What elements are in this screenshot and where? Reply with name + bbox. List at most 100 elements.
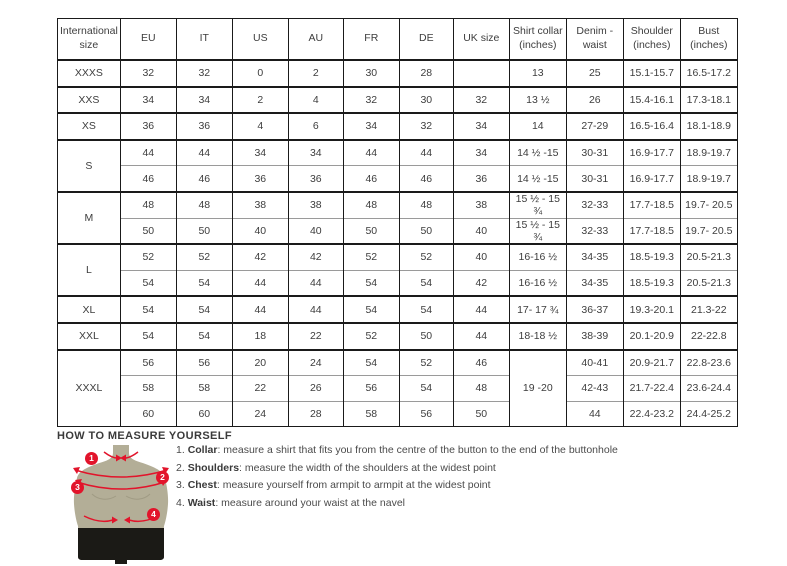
table-row: XXS 34 34 2 4 32 30 32 13 ½ 26 15.4-16.1 17.3-18.1 xyxy=(57,85,738,114)
table-cell: 19.7- 20.5 xyxy=(679,190,738,219)
table-cell: 42 xyxy=(231,243,289,271)
table-cell: 15.4-16.1 xyxy=(622,85,681,114)
table-cell: 28 xyxy=(398,59,454,87)
table-cell: 17.7-18.5 xyxy=(622,217,681,245)
table-cell: 36-37 xyxy=(565,295,624,323)
table-cell: 52 xyxy=(342,243,400,271)
table-cell: 24 xyxy=(287,348,344,376)
step-number: 1. xyxy=(176,444,185,456)
table-cell: 54 xyxy=(342,295,400,323)
table-cell: 42 xyxy=(287,243,344,271)
table-cell: 50 xyxy=(452,400,510,427)
table-cell: 20.1-20.9 xyxy=(622,321,681,350)
table-cell: 0 xyxy=(231,59,289,87)
table-cell: 42 xyxy=(452,269,510,297)
table-cell: 34 xyxy=(119,85,177,114)
size-label-cell: XXS xyxy=(57,85,121,114)
table-cell: 46 xyxy=(119,165,177,192)
table-cell: 54 xyxy=(119,295,177,323)
table-cell: 17.7-18.5 xyxy=(622,190,681,219)
table-cell: 30-31 xyxy=(565,165,624,192)
table-cell: 56 xyxy=(175,348,233,376)
step-text: : measure around your waist at the navel xyxy=(215,496,405,509)
column-header: AU xyxy=(287,18,344,61)
table-cell: 24 xyxy=(231,400,289,427)
table-cell: 34 xyxy=(287,138,344,166)
table-cell: 16-16 ½ xyxy=(508,269,567,297)
table-cell: 34 xyxy=(452,138,510,166)
table-cell: 30-31 xyxy=(565,138,624,166)
table-row: 50 50 40 40 50 50 40 15 ½ - 15 ¾ 32-33 17.7-18.5 1… xyxy=(58,217,738,245)
table-cell: 44 xyxy=(452,295,510,323)
table-cell: 14 xyxy=(508,112,567,140)
step-number: 2. xyxy=(176,461,185,474)
table-cell: 56 xyxy=(398,400,454,427)
table-cell: 14 ½ -15 xyxy=(508,138,567,166)
table-cell: 16.5-17.2 xyxy=(679,59,738,87)
table-cell: 60 xyxy=(119,400,177,427)
table-row: XXXS 32 32 0 2 30 28 13 25 15.1-15.7 16.5-17.2 xyxy=(57,59,738,87)
table-cell xyxy=(452,59,510,87)
table-cell: 54 xyxy=(175,321,233,350)
measure-section-title: HOW TO MEASURE YOURSELF xyxy=(57,430,233,442)
table-cell: 44 xyxy=(452,321,510,350)
column-header: Shirt collar (inches) xyxy=(508,18,567,61)
size-label-cell: S xyxy=(57,138,121,192)
step-number: 3. xyxy=(176,479,185,491)
table-cell: 36 xyxy=(452,165,510,192)
size-label-cell: L xyxy=(57,243,121,297)
table-cell: 42-43 xyxy=(565,375,624,402)
table-cell: 32-33 xyxy=(565,190,624,219)
table-cell: 6 xyxy=(287,112,344,140)
table-row: S 44 44 34 34 44 44 34 14 ½ -15 30-31 16.9-17.7 18.… xyxy=(57,138,738,192)
column-header: IT xyxy=(175,18,233,61)
table-row: M 48 48 38 38 48 48 38 15 ½ - 15 ¾ 32-33 17.7-18.5… xyxy=(57,190,738,245)
table-cell: 17- 17 ¾ xyxy=(508,295,567,323)
table-cell: 21.3-22 xyxy=(679,295,738,323)
size-label-cell: M xyxy=(57,190,121,245)
step-text: : measure yourself from armpit to armpit… xyxy=(216,479,491,491)
table-cell: 40-41 xyxy=(565,348,624,376)
table-cell: 16.5-16.4 xyxy=(622,112,681,140)
measure-step-chest: 3. Chest: measure yourself from armpit t… xyxy=(176,479,618,491)
figure-marker-3: 3 xyxy=(71,481,84,494)
table-cell: 34-35 xyxy=(565,243,624,271)
table-row: 60 60 24 28 58 56 50 44 22.4-23.2 24.4-25.2 xyxy=(58,400,738,427)
table-cell: 15.1-15.7 xyxy=(622,59,681,87)
table-cell: 38 xyxy=(452,190,510,219)
measure-step-shoulders: 2. Shoulders: measure the width of the s… xyxy=(176,462,618,474)
table-header: International size EU IT US AU FR DE UK size Shi… xyxy=(57,18,738,61)
table-cell: 4 xyxy=(287,85,344,114)
table-cell: 16.9-17.7 xyxy=(622,165,681,192)
table-cell: 36 xyxy=(231,165,289,192)
table-cell: 22.4-23.2 xyxy=(622,400,681,427)
column-header: International size xyxy=(57,18,121,61)
table-cell: 50 xyxy=(398,321,454,350)
table-cell: 48 xyxy=(342,190,400,219)
column-header: DE xyxy=(398,18,454,61)
table-row: XXXL 56 56 20 24 54 52 46 19 -20 40-41 20.9-21.7 22… xyxy=(57,348,738,427)
table-cell: 28 xyxy=(287,400,344,427)
table-cell: 50 xyxy=(175,217,233,245)
table-cell: 19.7- 20.5 xyxy=(679,217,738,245)
table-cell: 19.3-20.1 xyxy=(622,295,681,323)
size-label-cell: XXL xyxy=(57,321,121,350)
table-cell: 48 xyxy=(119,190,177,219)
table-cell: 44 xyxy=(342,138,400,166)
step-text: : measure the width of the shoulders at … xyxy=(239,461,496,474)
table-cell: 32-33 xyxy=(565,217,624,245)
table-cell: 24.4-25.2 xyxy=(679,400,738,427)
table-cell: 54 xyxy=(175,295,233,323)
table-cell: 44 xyxy=(119,138,177,166)
table-cell: 18-18 ½ xyxy=(508,321,567,350)
table-cell: 44 xyxy=(175,138,233,166)
table-cell: 20.5-21.3 xyxy=(679,269,738,297)
figure-marker-2: 2 xyxy=(156,471,169,484)
table-cell: 48 xyxy=(175,190,233,219)
size-label-cell: XL xyxy=(57,295,121,323)
step-label: Shoulders xyxy=(187,461,240,474)
table-cell: 50 xyxy=(342,217,400,245)
table-cell: 46 xyxy=(452,348,510,376)
table-cell: 36 xyxy=(175,112,233,140)
table-cell: 54 xyxy=(119,269,177,297)
